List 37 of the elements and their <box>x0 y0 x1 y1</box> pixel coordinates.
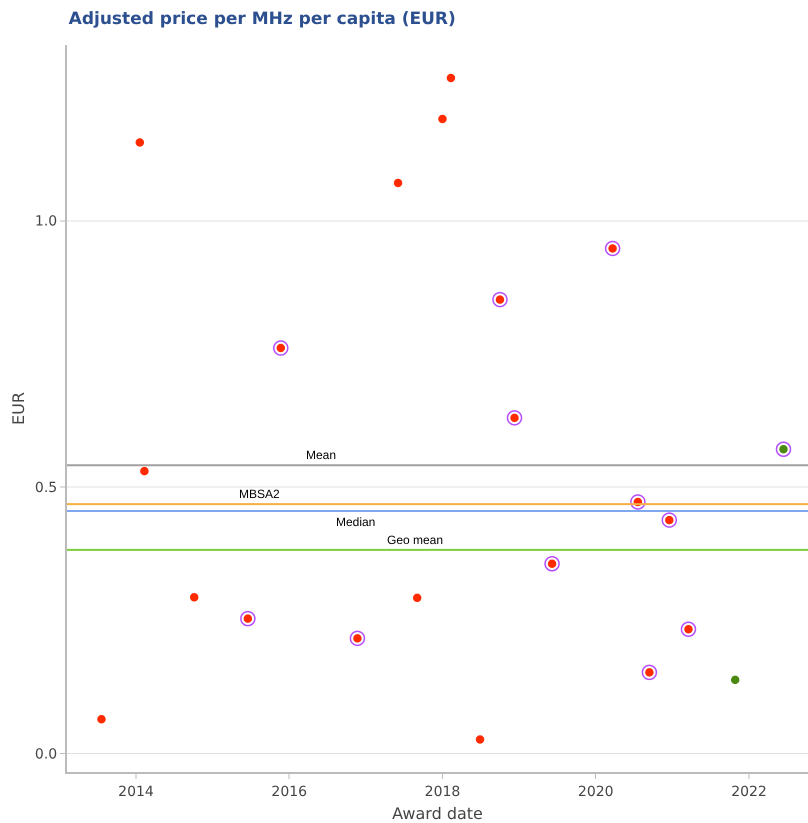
ref-line-label: Mean <box>306 448 336 462</box>
ref-line-label: Geo mean <box>387 533 444 547</box>
y-axis-title: EUR <box>9 392 28 425</box>
point <box>662 512 678 528</box>
point <box>476 735 484 744</box>
ref-line-label: MBSA2 <box>239 487 280 501</box>
y-tick-label: 0.0 <box>34 746 58 762</box>
ref-line-label: Median <box>336 515 376 529</box>
point <box>438 114 447 124</box>
point <box>730 676 740 684</box>
point <box>136 138 144 147</box>
x-tick-label: 2018 <box>424 784 460 800</box>
x-tick-label: 2016 <box>271 784 308 800</box>
x-axis-title: Award date <box>392 804 483 823</box>
point <box>97 715 106 724</box>
point <box>776 441 792 457</box>
x-tick-label: 2020 <box>578 784 614 800</box>
point <box>273 340 289 356</box>
point <box>642 664 658 680</box>
point <box>680 622 696 638</box>
point <box>350 630 366 646</box>
point <box>190 593 198 602</box>
point <box>544 556 560 572</box>
point <box>630 494 646 510</box>
point <box>394 178 402 188</box>
point <box>492 292 508 308</box>
point <box>506 410 522 426</box>
y-tick-label: 1.0 <box>34 214 58 230</box>
point <box>412 594 422 602</box>
point <box>240 610 256 626</box>
chart-title: Adjusted price per MHz per capita (EUR) <box>68 9 456 30</box>
point <box>604 240 620 256</box>
x-tick-label: 2014 <box>118 784 154 800</box>
y-tick-label: 0.5 <box>34 480 58 496</box>
point <box>446 74 456 82</box>
point <box>140 466 149 476</box>
x-tick-label: 2022 <box>731 784 767 800</box>
